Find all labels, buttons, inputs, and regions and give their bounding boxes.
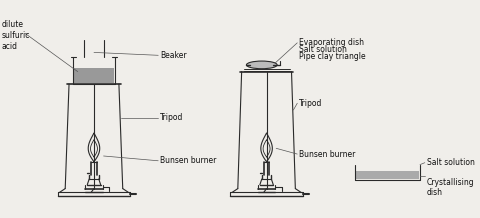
Bar bbox=[356, 171, 419, 179]
Text: Pipe clay triangle: Pipe clay triangle bbox=[299, 52, 366, 61]
Text: dilute
sulfuric
acid: dilute sulfuric acid bbox=[2, 20, 30, 51]
Text: Tripod: Tripod bbox=[299, 99, 323, 108]
Text: Bunsen burner: Bunsen burner bbox=[299, 150, 356, 158]
Ellipse shape bbox=[246, 61, 277, 69]
Text: Bunsen burner: Bunsen burner bbox=[160, 156, 216, 165]
Bar bbox=[74, 68, 114, 83]
Text: Evaporating dish: Evaporating dish bbox=[299, 38, 364, 47]
Text: Salt solution: Salt solution bbox=[299, 45, 347, 54]
Text: Crystallising
dish: Crystallising dish bbox=[427, 178, 474, 198]
Text: Beaker: Beaker bbox=[160, 51, 187, 60]
Text: Tripod: Tripod bbox=[160, 113, 183, 122]
Text: Salt solution: Salt solution bbox=[427, 158, 475, 167]
